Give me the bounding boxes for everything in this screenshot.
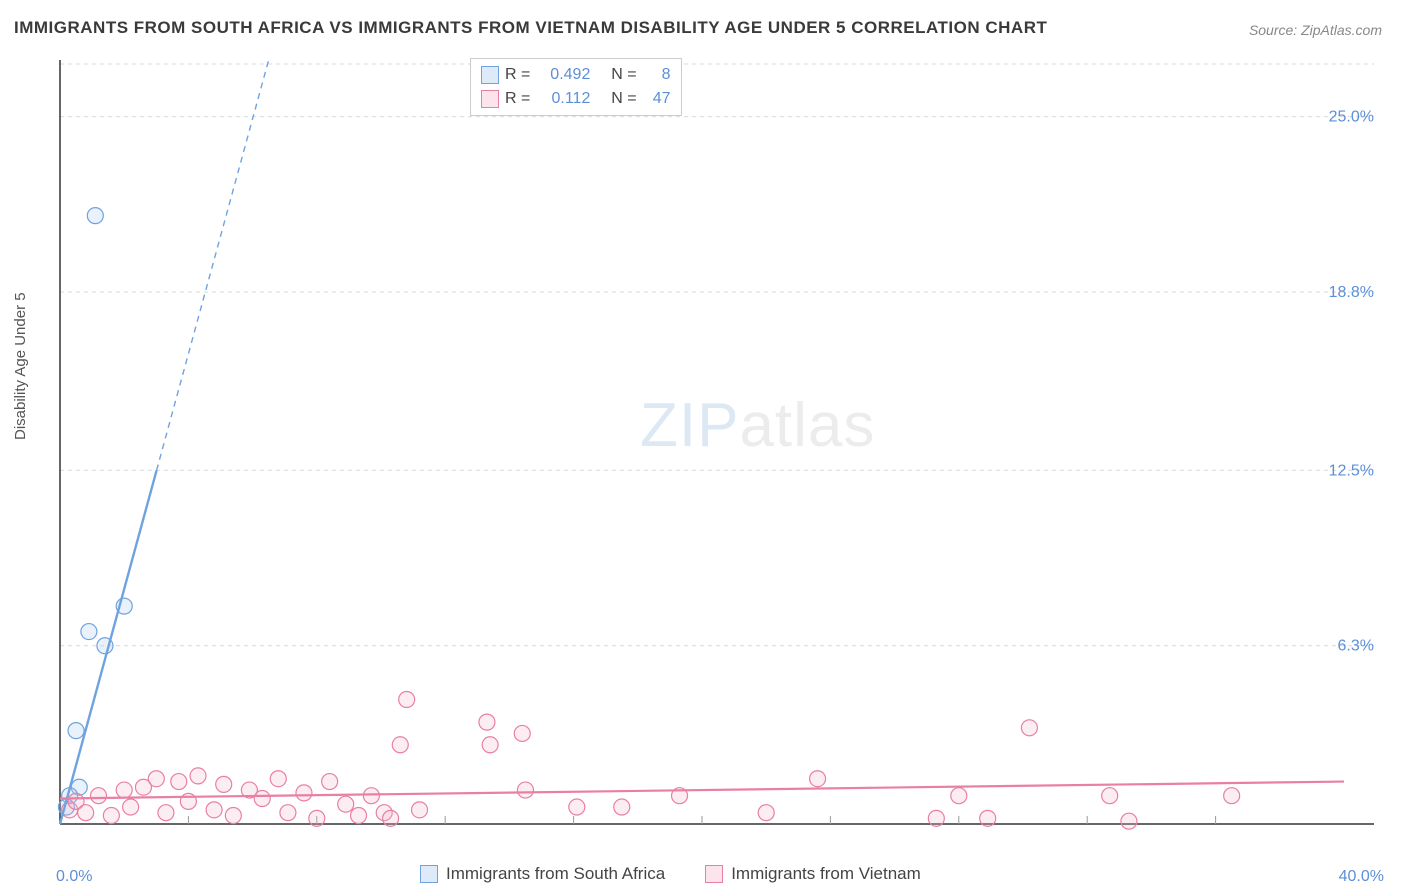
legend-row-vietnam: R =0.112 N = 47 (481, 87, 671, 111)
x-axis-origin-label: 0.0% (56, 868, 92, 886)
correlation-legend: R =0.492 N = 8 R =0.112 N = 47 (470, 58, 682, 116)
n-label: N = (611, 87, 636, 111)
legend-row-south_africa: R =0.492 N = 8 (481, 63, 671, 87)
legend-swatch-icon (705, 865, 723, 883)
chart-title: IMMIGRANTS FROM SOUTH AFRICA VS IMMIGRAN… (14, 18, 1047, 38)
svg-text:25.0%: 25.0% (1329, 109, 1374, 126)
n-value: 47 (643, 87, 671, 111)
scatter-plot: 6.3% 12.5% 18.8% 25.0% (54, 54, 1384, 844)
series-legend-item-vietnam: Immigrants from Vietnam (705, 864, 921, 884)
n-label: N = (611, 63, 636, 87)
series-label: Immigrants from South Africa (446, 864, 665, 884)
legend-swatch-icon (481, 66, 499, 84)
legend-swatch-icon (481, 90, 499, 108)
r-value: 0.112 (536, 87, 590, 111)
series-legend-item-south_africa: Immigrants from South Africa (420, 864, 665, 884)
series-legend: Immigrants from South Africa Immigrants f… (420, 864, 921, 884)
n-value: 8 (643, 63, 671, 87)
r-value: 0.492 (536, 63, 590, 87)
svg-text:6.3%: 6.3% (1338, 638, 1374, 655)
series-label: Immigrants from Vietnam (731, 864, 921, 884)
source-attribution: Source: ZipAtlas.com (1249, 22, 1382, 38)
chart-svg: 6.3% 12.5% 18.8% 25.0% (54, 54, 1384, 844)
r-label: R = (505, 63, 530, 87)
svg-text:18.8%: 18.8% (1329, 284, 1374, 301)
r-label: R = (505, 87, 530, 111)
y-axis-label: Disability Age Under 5 (12, 292, 29, 440)
legend-swatch-icon (420, 865, 438, 883)
x-axis-max-label: 40.0% (1339, 868, 1384, 886)
svg-text:12.5%: 12.5% (1329, 462, 1374, 479)
